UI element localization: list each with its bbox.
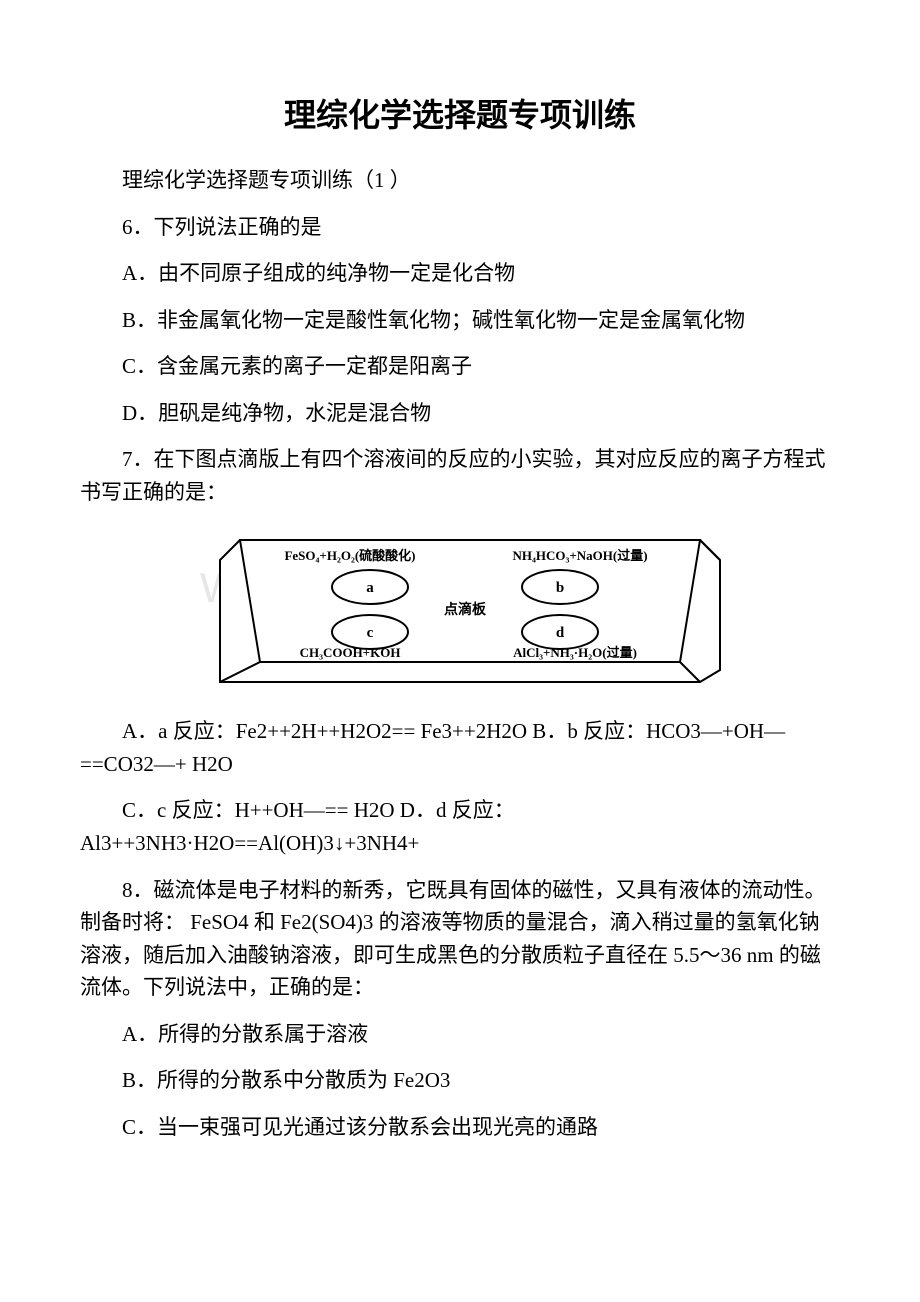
page-title: 理综化学选择题专项训练 [80, 90, 840, 136]
q7-stem: 7．在下图点滴版上有四个溶液间的反应的小实验，其对应反应的离子方程式书写正确的是… [80, 443, 840, 508]
q6-option-d: D．胆矾是纯净物，水泥是混合物 [80, 397, 840, 430]
q7-options-ab: A．a 反应：Fe2++2H++H2O2== Fe3++2H2O B．b 反应：… [80, 715, 840, 780]
document-page: 理综化学选择题专项训练 理综化学选择题专项训练（1 ） 6．下列说法正确的是 A… [0, 0, 920, 1217]
reagent-c-label: CH₃COOH+KOH [300, 645, 401, 660]
spot-plate-svg: a b c d 点滴板 FeSO₄+H₂O₂(硫酸酸化) NH₄HCO₃+NaO… [180, 522, 740, 692]
q6-option-b: B．非金属氧化物一定是酸性氧化物；碱性氧化物一定是金属氧化物 [80, 304, 840, 337]
q8-option-a: A．所得的分散系属于溶液 [80, 1018, 840, 1051]
q7-options-cd: C．c 反应：H++OH—== H2O D．d 反应：Al3++3NH3·H2O… [80, 794, 840, 859]
reagent-a-label: FeSO₄+H₂O₂(硫酸酸化) [284, 548, 415, 563]
reagent-d-label: AlCl₃+NH₃·H₂O(过量) [513, 645, 637, 660]
q6-option-a: A．由不同原子组成的纯净物一定是化合物 [80, 257, 840, 290]
spot-plate-diagram: W bd cx Com a b c d 点滴板 FeSO₄+H₂O [80, 522, 840, 697]
q6-stem: 6．下列说法正确的是 [80, 211, 840, 244]
q8-stem: 8．磁流体是电子材料的新秀，它既具有固体的磁性，又具有液体的流动性。制备时将： … [80, 874, 840, 1004]
q6-option-c: C．含金属元素的离子一定都是阳离子 [80, 350, 840, 383]
well-a-label: a [366, 580, 374, 596]
q8-option-c: C．当一束强可见光通过该分散系会出现光亮的通路 [80, 1111, 840, 1144]
well-c-label: c [367, 625, 374, 641]
well-b-label: b [556, 580, 564, 596]
subtitle: 理综化学选择题专项训练（1 ） [80, 164, 840, 197]
reagent-b-label: NH₄HCO₃+NaOH(过量) [512, 548, 647, 563]
plate-center-label: 点滴板 [444, 601, 487, 618]
q8-option-b: B．所得的分散系中分散质为 Fe2O3 [80, 1064, 840, 1097]
well-d-label: d [556, 625, 565, 641]
